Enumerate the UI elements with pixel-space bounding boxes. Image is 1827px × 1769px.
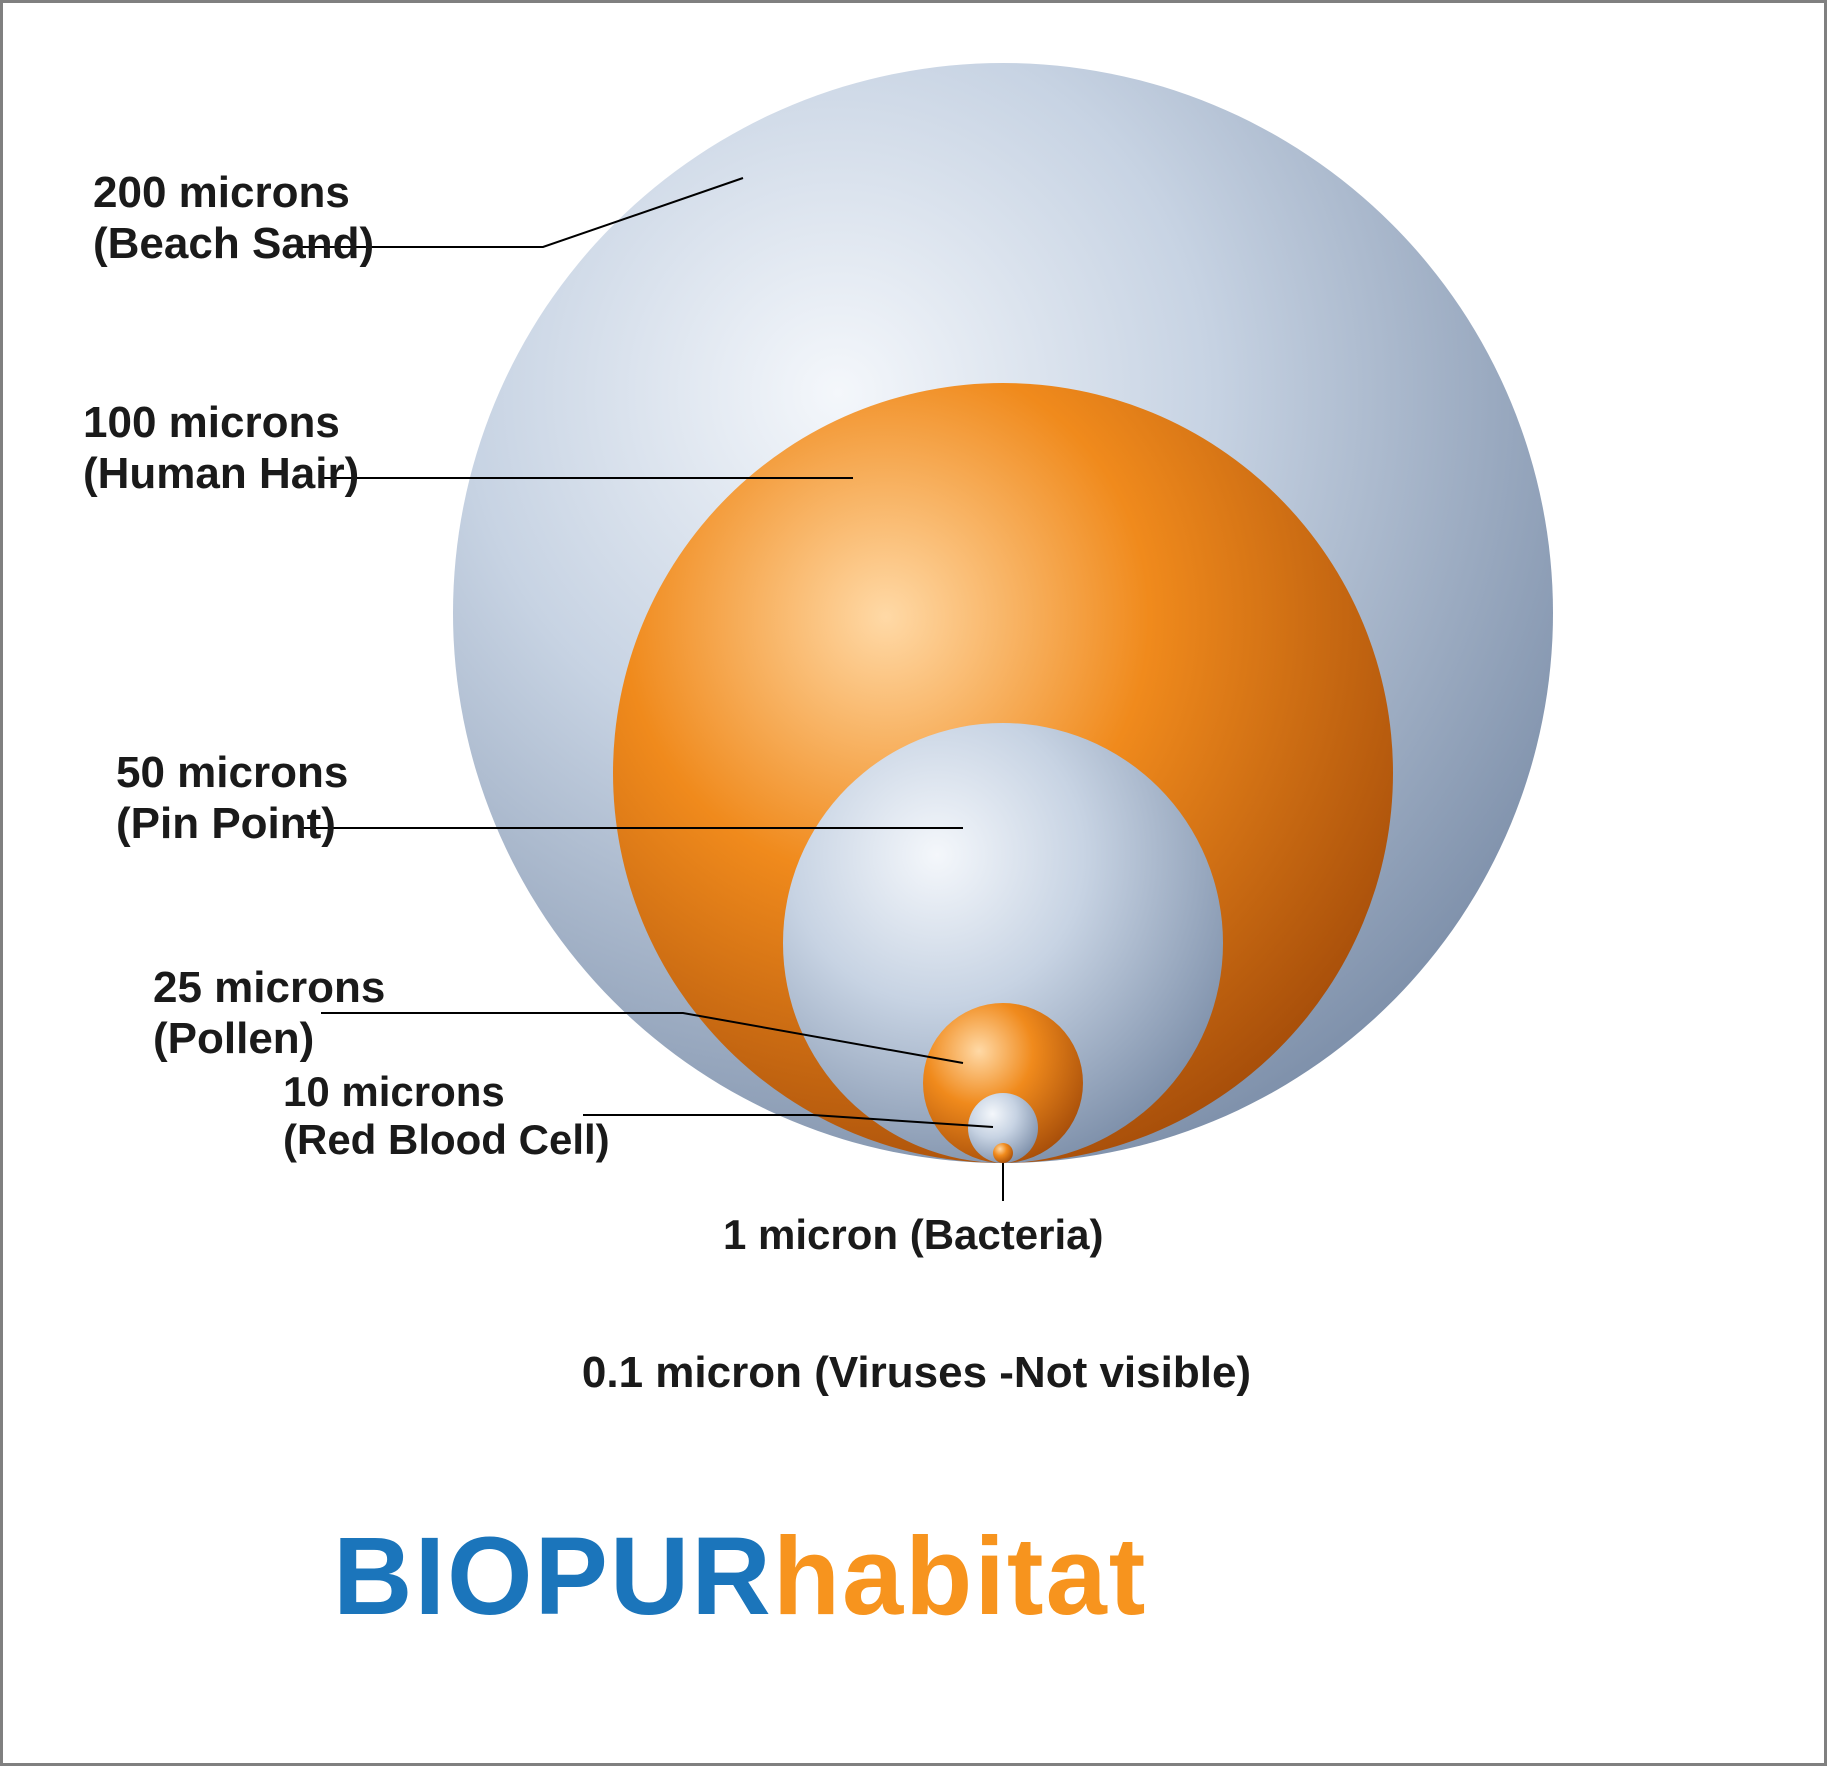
brand-logo: BIOPURhabitat xyxy=(333,1513,1147,1640)
label-bacteria: 1 micron (Bacteria) xyxy=(723,1211,1103,1259)
logo-part-biopur: BIOPUR xyxy=(333,1515,773,1638)
label-human-hair: 100 microns (Human Hair) xyxy=(83,398,359,499)
label-red-blood-cell: 10 microns (Red Blood Cell) xyxy=(283,1068,610,1165)
infographic-frame: 200 microns (Beach Sand) 100 microns (Hum… xyxy=(0,0,1827,1766)
virus-caption: 0.1 micron (Viruses -Not visible) xyxy=(3,1348,1827,1398)
label-beach-sand: 200 microns (Beach Sand) xyxy=(93,168,374,269)
label-pin-point: 50 microns (Pin Point) xyxy=(116,748,348,849)
label-pollen: 25 microns (Pollen) xyxy=(153,963,385,1064)
logo-part-habitat: habitat xyxy=(773,1515,1148,1638)
sphere-bacteria xyxy=(993,1143,1013,1163)
